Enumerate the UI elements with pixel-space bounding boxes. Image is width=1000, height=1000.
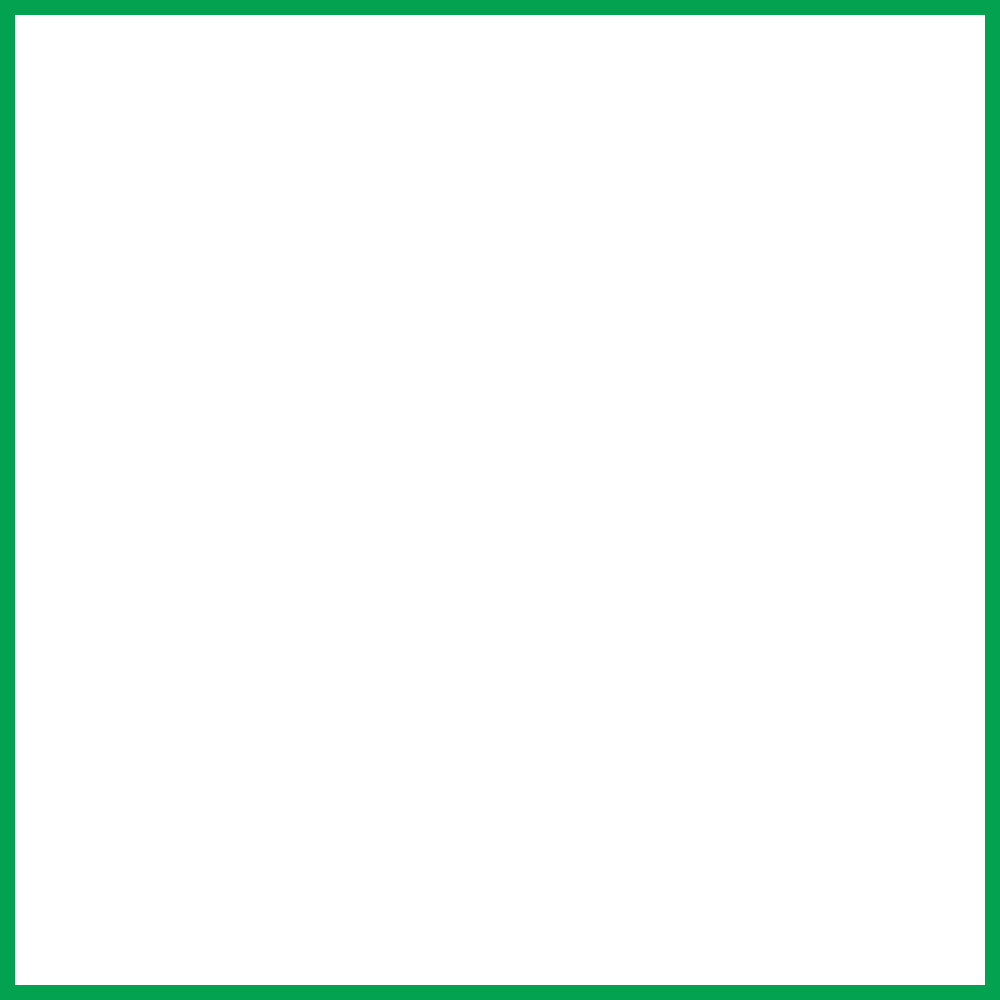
table-cell: 24 <box>588 814 703 858</box>
row-label: WIDTH <box>112 822 194 849</box>
table-cell: 28 <box>243 860 358 904</box>
column-header-sizing: SIZING <box>112 774 196 801</box>
table-cell: 37 <box>588 906 703 952</box>
column-header-3xl: 3XL <box>818 765 933 811</box>
table-cell: 22 <box>473 814 588 858</box>
table-cell: 28 <box>818 814 933 858</box>
table-cell: 32.5 <box>243 906 358 952</box>
table-cell: 33 <box>818 860 933 904</box>
table-cell: 34 <box>358 906 473 952</box>
table-cell: 38.5 <box>818 906 933 952</box>
right-sleeve <box>687 88 852 651</box>
shirt-graphic: TeeHunt <box>170 48 852 651</box>
table-cell: 18 <box>243 814 358 858</box>
brand-label: TeeHunt <box>500 97 535 107</box>
measurements-section: MEASUREMENTS SIZING S M L XL 2XL 3XL WID… <box>100 688 933 953</box>
left-sleeve <box>170 88 335 651</box>
column-header-2xl: 2XL <box>703 765 818 811</box>
table-header-row: SIZING S M L XL 2XL 3XL <box>100 765 933 814</box>
size-tag <box>498 118 518 126</box>
row-label: LENGTH <box>112 868 214 895</box>
table-cell: 20 <box>358 814 473 858</box>
table-cell: 31 <box>588 860 703 904</box>
table-cell: 26 <box>703 814 818 858</box>
product-photo: TeeHunt <box>170 48 852 651</box>
column-header-m: M <box>358 765 473 811</box>
column-header-s: S <box>243 765 358 811</box>
page-title: MEASUREMENTS <box>110 688 378 721</box>
column-header-l: L <box>473 765 588 811</box>
row-label: SLEEVE <box>112 915 210 942</box>
table-cell: 38.5 <box>703 906 818 952</box>
table-cell: 30 <box>473 860 588 904</box>
size-table: SIZING S M L XL 2XL 3XL WIDTH 18 20 22 2… <box>100 764 933 953</box>
table-row-width: WIDTH 18 20 22 24 26 28 <box>100 814 933 860</box>
table-row-sleeve: SLEEVE 32.5 34 35.5 37 38.5 38.5 <box>100 906 933 952</box>
table-cell: 32 <box>703 860 818 904</box>
table-row-length: LENGTH 28 29 30 31 32 33 <box>100 860 933 906</box>
table-cell: 29 <box>358 860 473 904</box>
table-cell: 35.5 <box>473 906 588 952</box>
column-header-xl: XL <box>588 765 703 811</box>
